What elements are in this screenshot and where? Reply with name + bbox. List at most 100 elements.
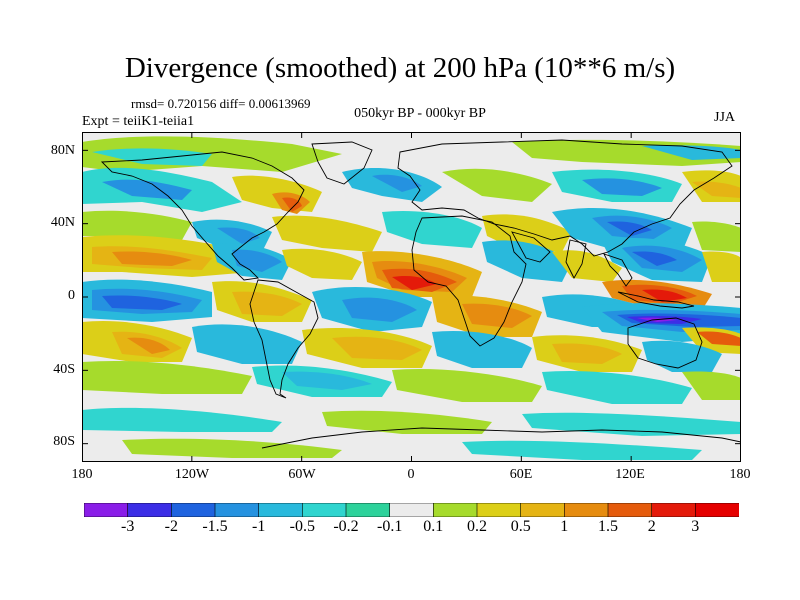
coastlines [100, 139, 741, 449]
field-patch [462, 440, 702, 460]
field-patch [382, 210, 482, 248]
colorbar-label: -1 [252, 518, 266, 535]
field-patch [272, 215, 382, 252]
colorbar-swatch [564, 503, 609, 517]
x-tick-label: 180 [71, 467, 93, 482]
stats-label: rmsd= 0.720156 diff= 0.00613969 [131, 96, 311, 111]
field-patch [432, 330, 532, 368]
field-patch [322, 410, 492, 434]
coastline-africa [411, 215, 527, 347]
colorbar-label: 0.5 [510, 518, 531, 535]
colorbar-swatch [695, 503, 739, 517]
y-tick-label: 40S [53, 362, 75, 377]
colorbar-label: -0.5 [289, 518, 315, 535]
field-patch [112, 251, 192, 266]
period-label: 050kyr BP - 000kyr BP [354, 106, 486, 121]
colorbar-label: -2 [164, 518, 178, 535]
x-tick-label: 0 [407, 467, 415, 482]
field-patch [102, 179, 192, 200]
field-patch [607, 221, 652, 236]
field-patch [282, 248, 362, 280]
field-patch [442, 168, 552, 202]
field-patch [282, 371, 372, 390]
field-patch [342, 297, 417, 322]
x-tick-label: 60W [288, 467, 316, 482]
coastline-greenland [311, 141, 373, 185]
colorbar-swatch [607, 503, 653, 517]
coastline-se-asia [603, 253, 633, 287]
field-patch [582, 178, 662, 196]
field-patch [102, 295, 182, 310]
field-patch [462, 303, 532, 328]
colorbar-label: 2 [647, 518, 656, 535]
y-tick-label: 80S [53, 434, 75, 449]
colorbar-label: 0.2 [467, 518, 487, 535]
colorbar-swatch [84, 503, 129, 517]
season-label: JJA [714, 110, 736, 125]
colorbar-swatch [127, 503, 172, 517]
y-tick-label: 80N [50, 143, 75, 158]
x-tick-label: 120E [615, 467, 645, 482]
coastline-eurasia [397, 139, 733, 257]
axis-ticks [82, 132, 741, 462]
colorbar-swatch [476, 503, 522, 517]
field-patch [332, 336, 422, 360]
x-tick-label: 120W [174, 467, 210, 482]
colorbar-swatch [258, 503, 303, 517]
coastline-india [565, 239, 587, 279]
field-patch [702, 251, 741, 282]
colorbar-swatch [433, 503, 478, 517]
experiment-label: Expt = teiiK1-teiia1 [82, 114, 195, 129]
colorbar-swatch [389, 503, 434, 517]
field-patch [82, 407, 282, 432]
colorbar-label: 1 [560, 518, 569, 535]
coastline-arabia [511, 231, 551, 263]
plot-title: Divergence (smoothed) at 200 hPa (10**6 … [124, 52, 676, 84]
field-patch [682, 371, 741, 400]
field-patch [642, 340, 722, 372]
coastline-indonesia [617, 291, 695, 309]
field-patch [552, 343, 622, 364]
colorbar-label: -1.5 [202, 518, 228, 535]
field-patch [692, 181, 741, 198]
field-patch [542, 370, 692, 404]
field-patch [82, 210, 192, 240]
divergence-map [82, 132, 741, 462]
colorbar-swatch [345, 503, 391, 517]
colorbar-label: 3 [691, 518, 700, 535]
field-patch [482, 240, 572, 282]
field-patch [282, 197, 302, 212]
colorbar-swatch [520, 503, 565, 517]
x-tick-label: 60E [509, 467, 533, 482]
y-tick-label: 0 [68, 288, 75, 303]
colorbar-label: 0.1 [423, 518, 444, 535]
field-patch [692, 221, 741, 252]
field-patch [122, 438, 342, 458]
coastline-south-america [249, 279, 319, 399]
y-tick-label: 40N [50, 215, 75, 230]
field-patch [82, 360, 252, 394]
coastline-australia [627, 317, 703, 369]
field-patch [372, 174, 422, 192]
colorbar-label: -3 [121, 518, 135, 535]
colorbar-swatch [171, 503, 216, 517]
field-patch [232, 291, 302, 316]
field-patch [697, 331, 741, 346]
field-patch [127, 337, 170, 354]
colorbar-label: 1.5 [598, 518, 618, 535]
field-patch [642, 289, 687, 302]
field-patch [92, 148, 212, 166]
colorbar [84, 503, 739, 517]
field-patch [552, 250, 622, 282]
coastline-antarctica [261, 427, 741, 449]
colorbar-swatch [214, 503, 260, 517]
colorbar-swatch [302, 503, 347, 517]
colorbar-swatch [651, 503, 696, 517]
colorbar-label: -0.2 [333, 518, 359, 535]
field-patch [392, 368, 542, 402]
field-patch [632, 251, 677, 266]
field-patch [192, 324, 302, 364]
field-patch [522, 412, 741, 436]
coastline-north-america [100, 151, 305, 281]
field-patch [642, 145, 741, 160]
